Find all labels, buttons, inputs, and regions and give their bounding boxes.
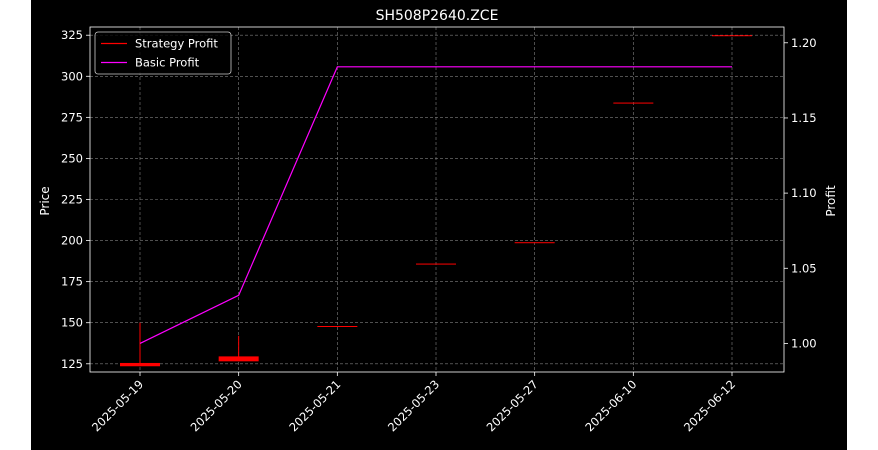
- right-axis: 1.00 1.05 1.10 1.15 1.20: [784, 36, 817, 350]
- chart-svg: SH508P2640.ZCE 125 150 175 200 225 250 275 300 3…: [38, 8, 838, 434]
- grid: [90, 27, 784, 372]
- x-tick-label: 2025-05-23: [385, 377, 442, 434]
- x-tick-label: 2025-06-12: [681, 377, 738, 434]
- x-tick-label: 2025-05-21: [286, 377, 343, 434]
- x-tick-label: 2025-05-20: [188, 377, 245, 434]
- legend-box: [94, 31, 232, 75]
- x-tick-label: 2025-06-10: [582, 377, 639, 434]
- y-tick-label-left: 200: [61, 234, 83, 248]
- y-axis-label-left: Price: [38, 186, 52, 215]
- x-axis: 2025-05-19 2025-05-20 2025-05-21 2025-05-23…: [89, 372, 738, 434]
- legend-label-strategy-profit: Strategy Profit: [135, 37, 218, 51]
- legend-label-basic-profit: Basic Profit: [135, 56, 200, 70]
- candles: [120, 35, 752, 367]
- y-tick-label-left: 250: [61, 151, 83, 165]
- chart-figure: SH508P2640.ZCE 125 150 175 200 225 250 275 300 3…: [31, 0, 847, 450]
- y-tick-label-left: 175: [61, 275, 83, 289]
- left-axis: 125 150 175 200 225 250 275 300 325: [61, 28, 90, 371]
- x-tick-label: 2025-05-19: [89, 377, 146, 434]
- y-axis-label-right: Profit: [824, 185, 838, 217]
- candle-body: [514, 242, 555, 244]
- y-tick-label-left: 275: [61, 110, 83, 124]
- y-tick-label-left: 325: [61, 28, 83, 42]
- candle-body: [416, 263, 456, 265]
- y-tick-label-right: 1.15: [791, 111, 817, 125]
- y-tick-label-left: 300: [61, 69, 83, 83]
- candle-body: [712, 35, 752, 37]
- y-tick-label-right: 1.20: [791, 36, 817, 50]
- y-tick-label-left: 225: [61, 193, 83, 207]
- candle-body: [317, 326, 358, 327]
- x-tick-label: 2025-05-27: [484, 377, 541, 434]
- legend: Strategy Profit Basic Profit: [94, 31, 232, 75]
- candle-body: [613, 102, 654, 104]
- candle-body: [120, 362, 160, 367]
- profit-lines: [139, 66, 732, 344]
- y-tick-label-left: 125: [61, 357, 83, 371]
- y-tick-label-right: 1.05: [791, 261, 817, 275]
- y-tick-label-right: 1.10: [791, 186, 817, 200]
- y-tick-label-left: 150: [61, 316, 83, 330]
- candle-body: [218, 356, 259, 362]
- series-line-basic-profit: [139, 66, 732, 344]
- y-tick-label-right: 1.00: [791, 336, 817, 350]
- chart-title: SH508P2640.ZCE: [376, 8, 499, 24]
